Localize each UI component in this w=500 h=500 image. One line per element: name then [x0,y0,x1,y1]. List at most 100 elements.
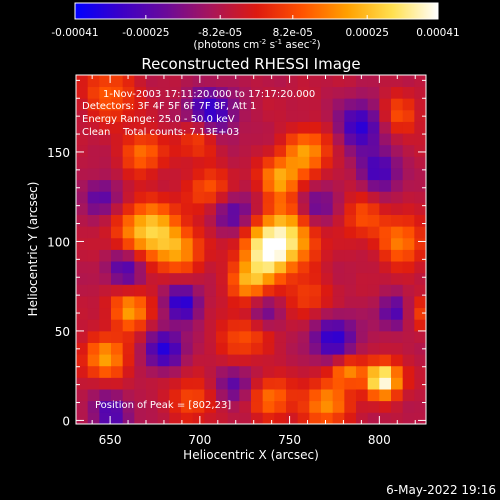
heatmap-cell [297,342,310,355]
heatmap-cell [379,272,392,285]
heatmap-cell [379,319,392,332]
heatmap-cell [146,121,159,134]
heatmap-cell [332,226,345,239]
heatmap-cell [286,121,299,134]
heatmap-cell [227,168,240,181]
heatmap-cell [239,249,252,262]
heatmap-cell [297,365,310,378]
heatmap-cell [169,412,182,425]
heatmap-cell [169,75,182,88]
heatmap-cell [391,249,404,262]
heatmap-cell [99,179,112,192]
heatmap-cell [111,237,124,250]
heatmap-cell [321,75,334,88]
heatmap-cell [286,249,299,262]
heatmap-cell [216,319,229,332]
heatmap-cell [169,98,182,111]
heatmap-cell [402,133,415,146]
heatmap-cell [216,342,229,355]
heatmap-cell [111,86,124,99]
annotation-clean: Clean [82,127,110,138]
heatmap-cell [227,365,240,378]
heatmap-cell [356,98,369,111]
heatmap-cell [297,86,310,99]
heatmap-cell [76,168,89,181]
heatmap-cell [356,354,369,367]
heatmap-cell [332,319,345,332]
y-tick-label: 100 [47,235,70,249]
heatmap-cell [356,400,369,413]
heatmap-cell [76,377,89,390]
heatmap-cell [297,319,310,332]
heatmap-cell [367,249,380,262]
heatmap-cell [111,307,124,320]
heatmap-cell [122,272,135,285]
heatmap-cell [134,330,147,343]
heatmap-cell [99,226,112,239]
heatmap-cell [216,226,229,239]
heatmap-cell [181,389,194,402]
heatmap-cell [99,272,112,285]
heatmap-cell [122,377,135,390]
heatmap-cell [321,307,334,320]
heatmap-cell [414,284,427,297]
heatmap-cell [391,237,404,250]
heatmap-cell [181,226,194,239]
heatmap-cell [169,354,182,367]
heatmap-cell [251,226,264,239]
heatmap-cell [379,202,392,215]
heatmap-cell [157,261,170,274]
heatmap-cell [99,237,112,250]
heatmap-cell [122,365,135,378]
heatmap-cell [111,365,124,378]
heatmap-cell [309,307,322,320]
heatmap-cell [76,109,89,122]
heatmap-cell [297,400,310,413]
heatmap-cell [402,237,415,250]
heatmap-cell [274,249,287,262]
heatmap-cell [297,261,310,274]
heatmap-cell [367,261,380,274]
heatmap-cell [332,272,345,285]
heatmap-cell [391,179,404,192]
heatmap-cell [356,109,369,122]
heatmap-cell [157,214,170,227]
heatmap-cell [356,296,369,309]
heatmap-cell [134,98,147,111]
heatmap-cell [402,75,415,88]
heatmap-cell [192,214,205,227]
heatmap-cell [402,191,415,204]
heatmap-cell [204,226,217,239]
heatmap-cell [297,354,310,367]
heatmap-cell [251,284,264,297]
heatmap-cell [274,75,287,88]
heatmap-cell [76,75,89,88]
heatmap-cell [192,330,205,343]
heatmap-cell [274,307,287,320]
heatmap-cell [391,412,404,425]
heatmap-cell [274,202,287,215]
heatmap-cell [169,202,182,215]
heatmap-cell [227,98,240,111]
heatmap-cell [169,191,182,204]
heatmap-cell [227,296,240,309]
heatmap-cell [134,226,147,239]
heatmap-cell [367,214,380,227]
heatmap-cell [111,330,124,343]
heatmap-cell [332,75,345,88]
heatmap-cell [216,237,229,250]
heatmap-cell [321,272,334,285]
heatmap-cell [181,191,194,204]
heatmap-cell [297,389,310,402]
heatmap-cell [297,296,310,309]
heatmap-cell [391,98,404,111]
colorbar-tick-label: 0.00025 [345,27,388,39]
heatmap-cell [344,75,357,88]
heatmap-cell [134,307,147,320]
heatmap-cell [169,214,182,227]
heatmap-cell [332,179,345,192]
heatmap-cell [414,319,427,332]
heatmap-cell [356,365,369,378]
heatmap-cell [286,109,299,122]
heatmap-cell [379,144,392,157]
